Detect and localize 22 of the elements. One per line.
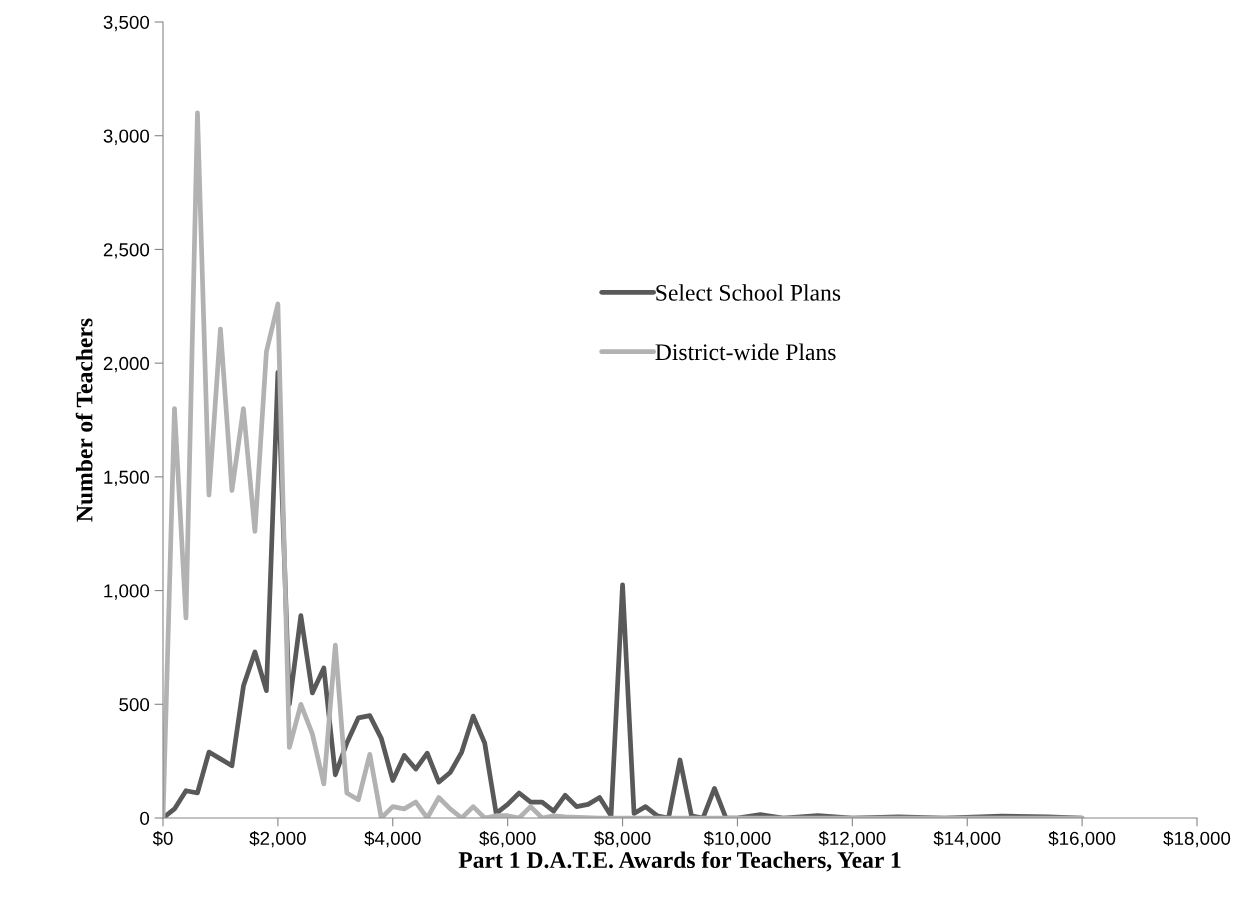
y-tick-label: 1,000 xyxy=(104,584,150,600)
y-tick-label: 1,500 xyxy=(104,470,150,487)
x-tick-label: $10,000 xyxy=(703,830,771,848)
y-tick-label: 3,000 xyxy=(103,129,150,145)
legend-label: District-wide Plans xyxy=(655,343,836,361)
y-tick-label: 2,500 xyxy=(103,243,150,259)
legend-label: Select School Plans xyxy=(656,284,841,301)
y-tick-label: 3,500 xyxy=(103,15,150,32)
x-tick-label: $2,000 xyxy=(249,830,306,848)
x-tick-label: $0 xyxy=(152,830,173,847)
x-axis-title: Part 1 D.A.T.E. Awards for Teachers, Year 1 xyxy=(458,851,901,872)
y-axis-title: Number of Teachers xyxy=(75,318,93,522)
x-tick-label: $16,000 xyxy=(1048,830,1116,848)
x-tick-label: $14,000 xyxy=(933,830,1001,848)
x-tick-label: $4,000 xyxy=(364,830,421,848)
y-tick-label: 500 xyxy=(119,697,150,712)
x-tick-label: $12,000 xyxy=(818,830,886,848)
y-tick-label: 0 xyxy=(140,811,150,825)
x-tick-label: $8,000 xyxy=(594,830,651,848)
x-tick-label: $6,000 xyxy=(479,830,536,848)
x-tick-label: $18,000 xyxy=(1163,830,1231,848)
y-tick-label: 2,000 xyxy=(103,356,150,373)
